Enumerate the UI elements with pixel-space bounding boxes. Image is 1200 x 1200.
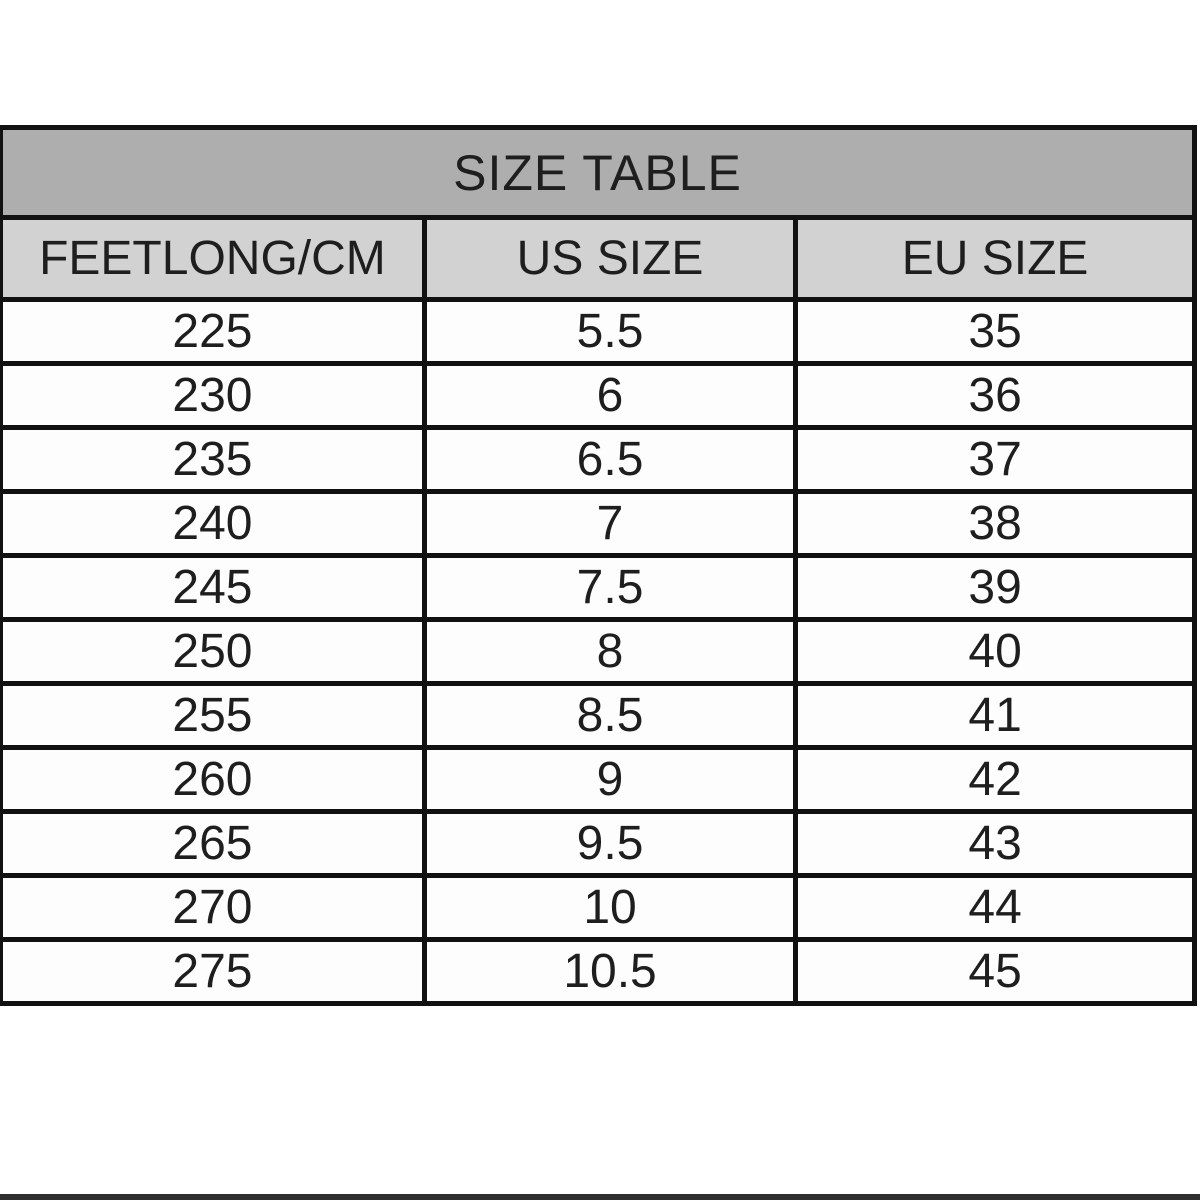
table-cell: 40 xyxy=(793,617,1197,686)
table-cell: 42 xyxy=(793,745,1197,814)
table-cell: 230 xyxy=(0,361,427,430)
column-header-feetlong-cm: FEETLONG/CM xyxy=(0,215,427,302)
column-header-eu-size: EU SIZE xyxy=(793,215,1197,302)
table-row: 230 6 36 xyxy=(0,361,1197,430)
header-row: FEETLONG/CM US SIZE EU SIZE xyxy=(0,215,1197,302)
table-cell: 225 xyxy=(0,297,427,366)
table-cell: 10 xyxy=(421,873,799,942)
table-cell: 44 xyxy=(793,873,1197,942)
table-cell: 275 xyxy=(0,937,427,1006)
table-row: 240 7 38 xyxy=(0,489,1197,558)
table-cell: 9 xyxy=(421,745,799,814)
table-cell: 5.5 xyxy=(421,297,799,366)
title-row: SIZE TABLE xyxy=(0,125,1197,220)
table-cell: 270 xyxy=(0,873,427,942)
table-cell: 250 xyxy=(0,617,427,686)
size-table: SIZE TABLE FEETLONG/CM US SIZE EU SIZE 225… xyxy=(0,125,1197,1006)
column-header-us-size: US SIZE xyxy=(421,215,799,302)
table-cell: 43 xyxy=(793,809,1197,878)
table-cell: 265 xyxy=(0,809,427,878)
table-cell: 245 xyxy=(0,553,427,622)
table-row: 260 9 42 xyxy=(0,745,1197,814)
table-row: 250 8 40 xyxy=(0,617,1197,686)
table-row: 275 10.5 45 xyxy=(0,937,1197,1006)
table-cell: 255 xyxy=(0,681,427,750)
table-cell: 38 xyxy=(793,489,1197,558)
table-cell: 235 xyxy=(0,425,427,494)
table-cell: 36 xyxy=(793,361,1197,430)
table-cell: 260 xyxy=(0,745,427,814)
table-row: 255 8.5 41 xyxy=(0,681,1197,750)
table-row: 270 10 44 xyxy=(0,873,1197,942)
table-cell: 9.5 xyxy=(421,809,799,878)
table-cell: 240 xyxy=(0,489,427,558)
table-cell: 8 xyxy=(421,617,799,686)
table-cell: 6 xyxy=(421,361,799,430)
table-cell: 8.5 xyxy=(421,681,799,750)
table-row: 265 9.5 43 xyxy=(0,809,1197,878)
table-cell: 39 xyxy=(793,553,1197,622)
table-cell: 35 xyxy=(793,297,1197,366)
table-cell: 45 xyxy=(793,937,1197,1006)
bottom-edge-strip xyxy=(0,1194,1200,1200)
table-cell: 7.5 xyxy=(421,553,799,622)
table-cell: 37 xyxy=(793,425,1197,494)
table-row: 245 7.5 39 xyxy=(0,553,1197,622)
table-row: 235 6.5 37 xyxy=(0,425,1197,494)
table-cell: 6.5 xyxy=(421,425,799,494)
table-row: 225 5.5 35 xyxy=(0,297,1197,366)
table-title: SIZE TABLE xyxy=(0,125,1197,220)
table-cell: 7 xyxy=(421,489,799,558)
table-cell: 10.5 xyxy=(421,937,799,1006)
table-cell: 41 xyxy=(793,681,1197,750)
